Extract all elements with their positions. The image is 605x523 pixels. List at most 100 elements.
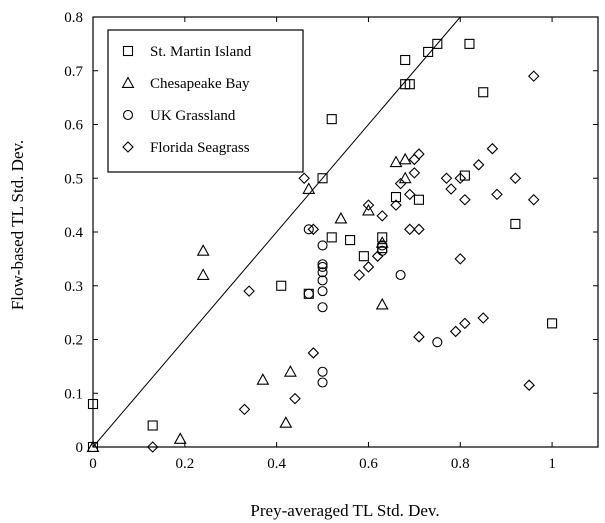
florida-seagrass-point	[238, 403, 251, 416]
st-martin-island-point	[400, 54, 411, 66]
st-martin-island-point	[432, 38, 443, 49]
florida-seagrass-point	[459, 317, 471, 330]
chesapeake-bay-point	[256, 373, 270, 385]
florida-seagrass-point	[472, 159, 485, 171]
uk-grassland-point	[317, 286, 328, 297]
y-axis-label: Flow-based TL Std. Dev.	[8, 140, 27, 310]
florida-seagrass-point	[454, 253, 467, 265]
uk-grassland-point	[317, 377, 328, 388]
uk-grassland-point	[317, 261, 328, 272]
x-axis-label: Prey-averaged TL Std. Dev.	[250, 501, 439, 520]
x-tick-label: 0.6	[359, 456, 378, 472]
reference-line	[92, 16, 461, 448]
uk-grassland-point	[303, 224, 314, 235]
st-martin-island-point	[377, 232, 388, 243]
x-tick-label: 1	[548, 456, 556, 472]
chesapeake-bay-point	[334, 211, 348, 224]
chesapeake-bay-point	[196, 244, 210, 256]
chesapeake-bay-point	[283, 365, 297, 377]
legend-label: UK Grassland	[150, 108, 236, 124]
st-martin-island-point	[326, 232, 337, 243]
florida-seagrass-point	[523, 379, 535, 391]
st-martin-island-point	[464, 38, 475, 49]
st-martin-island-point	[404, 79, 415, 90]
florida-seagrass-point	[413, 148, 425, 160]
y-tick-label: 0.2	[64, 333, 83, 349]
florida-seagrass-point	[445, 183, 457, 195]
legend-box	[107, 29, 304, 173]
uk-grassland-point	[317, 267, 328, 278]
axes: 0 0.2 0.4 0.6 0.8 1 0 0.1 0.2 0.3 0.4 0.5 0.6 0.7 0.8	[64, 10, 598, 472]
st-martin-island-point	[147, 420, 158, 431]
chesapeake-bay-point	[398, 171, 412, 184]
florida-seagrass-point	[371, 250, 384, 262]
florida-seagrass-point	[289, 392, 301, 405]
st-martin-island-point	[510, 218, 521, 229]
florida-seagrass-point	[449, 325, 462, 338]
x-tick-label: 0.2	[175, 456, 194, 472]
st-martin-island-point	[345, 235, 356, 246]
florida-seagrass-point	[454, 172, 467, 185]
y-tick-label: 0.1	[64, 386, 83, 402]
florida-seagrass-point	[408, 167, 421, 179]
x-tick-label: 0.4	[267, 456, 286, 472]
florida-seagrass-point	[353, 269, 366, 281]
st-martin-island-point	[317, 173, 328, 184]
florida-seagrass-point	[403, 188, 416, 201]
st-martin-island-point	[390, 192, 402, 203]
florida-seagrass-point	[394, 177, 407, 190]
chesapeake-bay-point	[398, 152, 412, 165]
florida-seagrass-point	[243, 285, 255, 297]
uk-grassland-point	[432, 337, 443, 348]
st-martin-island-point	[358, 251, 369, 262]
st-martin-island-point	[478, 87, 489, 98]
y-tick-label: 0.7	[64, 64, 83, 80]
chesapeake-bay-point	[196, 268, 210, 280]
x-tick-label: 0	[89, 456, 97, 472]
legend-label: Chesapeake Bay	[150, 76, 250, 92]
uk-grassland-point	[317, 302, 328, 313]
y-tick-label: 0.8	[64, 10, 83, 26]
florida-seagrass-point	[146, 441, 159, 453]
florida-seagrass-point	[376, 210, 389, 222]
chesapeake-bay-point	[362, 203, 375, 216]
y-tick-label: 0.6	[64, 118, 83, 134]
uk-grassland-point	[377, 240, 388, 251]
chesapeake-bay-point	[173, 432, 187, 444]
legend-marker	[121, 76, 135, 88]
st-martin-island-point	[377, 243, 388, 254]
chesapeake-bay-point	[279, 416, 293, 428]
florida-seagrass-point	[527, 193, 540, 206]
chesapeake-bay-point	[375, 297, 389, 310]
y-tick-label: 0.4	[64, 225, 83, 241]
florida-seagrass-point	[477, 312, 490, 324]
legend: St. Martin Island Chesapeake Bay UK Grassl…	[107, 29, 304, 173]
legend-marker	[122, 141, 134, 153]
florida-seagrass-point	[491, 188, 503, 201]
uk-grassland-point	[303, 288, 314, 299]
florida-seagrass-point	[362, 199, 375, 211]
florida-seagrass-point	[403, 223, 416, 236]
y-tick-label: 0.3	[64, 279, 83, 295]
florida-seagrass-point	[440, 172, 453, 185]
st-martin-island-point	[326, 114, 337, 125]
florida-seagrass-point	[413, 223, 425, 236]
st-martin-island-point	[459, 170, 470, 181]
legend-label: Florida Seagrass	[150, 140, 250, 156]
chesapeake-bay-point	[389, 155, 403, 168]
uk-grassland-point	[317, 366, 328, 377]
uk-grassland-point	[317, 275, 328, 286]
data-points	[86, 38, 558, 453]
uk-grassland-point	[395, 269, 406, 281]
x-tick-label: 0.8	[451, 456, 470, 472]
st-martin-island-point	[413, 194, 425, 205]
florida-seagrass-point	[509, 172, 522, 185]
florida-seagrass-point	[298, 172, 310, 185]
legend-marker	[122, 109, 134, 121]
st-martin-island-point	[87, 398, 99, 410]
florida-seagrass-point	[413, 331, 425, 343]
uk-grassland-point	[317, 259, 328, 270]
florida-seagrass-point	[307, 347, 320, 359]
uk-grassland-point	[317, 240, 328, 251]
